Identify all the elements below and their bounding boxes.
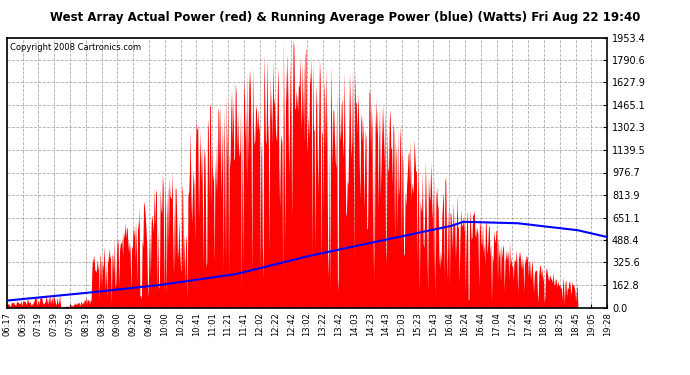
Text: Copyright 2008 Cartronics.com: Copyright 2008 Cartronics.com [10,43,141,52]
Text: West Array Actual Power (red) & Running Average Power (blue) (Watts) Fri Aug 22 : West Array Actual Power (red) & Running … [50,11,640,24]
